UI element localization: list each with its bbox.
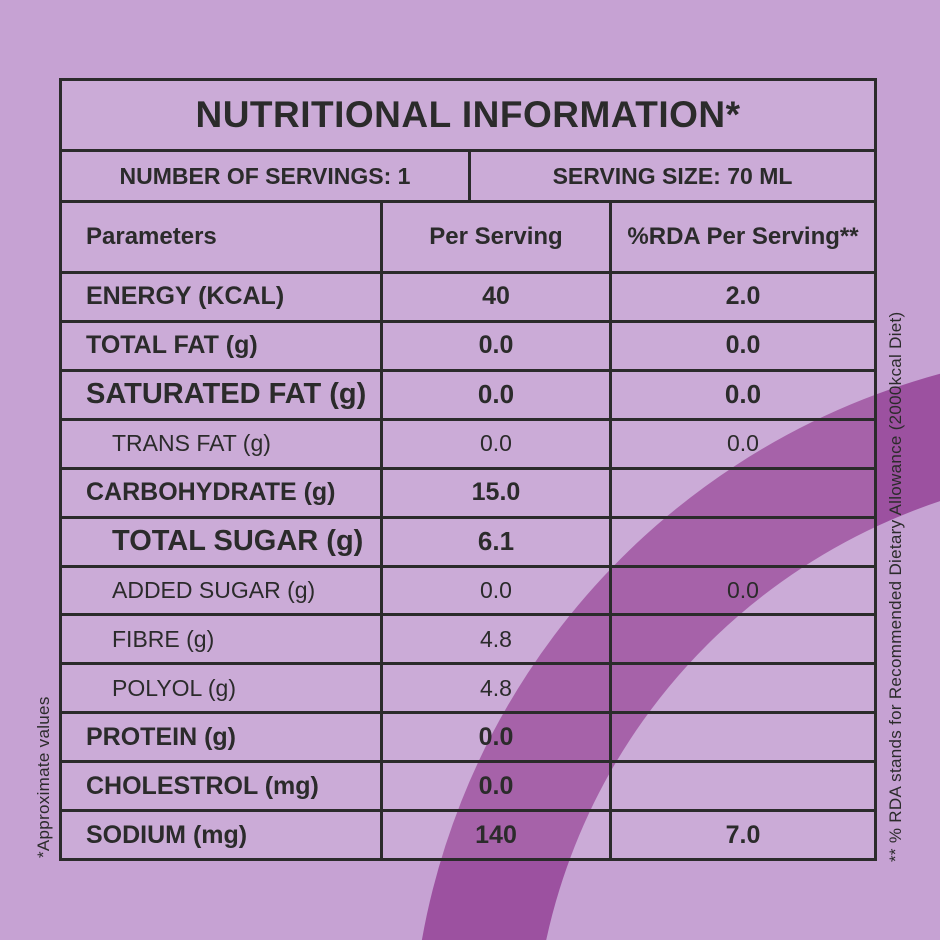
per-serving-cell: 6.1 (383, 518, 612, 565)
per-serving-cell: 0.0 (383, 763, 612, 810)
table-row-sodium: SODIUM (mg) 140 7.0 (62, 812, 874, 859)
column-header-per-serving: Per Serving (383, 203, 612, 271)
parameter-cell: ENERGY (KCAL) (62, 274, 383, 320)
per-serving-cell: 140 (383, 812, 612, 859)
per-serving-cell: 4.8 (383, 665, 612, 712)
table-row-trans-fat: TRANS FAT (g) 0.0 0.0 (62, 420, 874, 470)
parameter-cell: CHOLESTROL (mg) (62, 763, 383, 810)
serving-size: SERVING SIZE: 70 ML (552, 162, 793, 189)
rda-cell (612, 714, 874, 760)
rda-cell: 2.0 (725, 282, 761, 311)
table-row-polyol: POLYOL (g) 4.8 (62, 665, 874, 715)
per-serving-cell: 0.0 (383, 420, 612, 467)
parameter-cell: TOTAL FAT (g) (62, 322, 383, 369)
rda-cell (612, 763, 874, 809)
parameter-cell: PROTEIN (g) (62, 714, 383, 761)
parameter-cell: FIBRE (g) (62, 616, 383, 663)
rda-cell (612, 616, 874, 662)
number-of-servings: NUMBER OF SERVINGS: 1 (62, 152, 471, 200)
table-row-cholestrol: CHOLESTROL (mg) 0.0 (62, 763, 874, 813)
column-header-row: Parameters Per Serving %RDA Per Serving*… (62, 203, 874, 274)
table-row-energy: ENERGY (KCAL) 40 2.0 (62, 274, 874, 323)
table-row-fibre: FIBRE (g) 4.8 (62, 616, 874, 666)
parameter-cell: TOTAL SUGAR (g) (62, 518, 383, 565)
table-row-added-sugar: ADDED SUGAR (g) 0.0 0.0 (62, 567, 874, 617)
rda-cell (612, 470, 874, 516)
parameter-cell: ADDED SUGAR (g) (62, 567, 383, 614)
nutrition-table: NUTRITIONAL INFORMATION* NUMBER OF SERVI… (59, 78, 877, 861)
per-serving-cell: 0.0 (383, 371, 612, 418)
parameter-cell: POLYOL (g) (62, 665, 383, 712)
footnote-rda-definition: ** % RDA stands for Recommended Dietary … (886, 311, 905, 862)
servings-row: NUMBER OF SERVINGS: 1 SERVING SIZE: 70 M… (62, 152, 874, 203)
per-serving-cell: 0.0 (383, 322, 612, 369)
rda-cell (612, 519, 874, 565)
parameter-cell: TRANS FAT (g) (62, 420, 383, 467)
rda-cell (612, 665, 874, 711)
column-header-parameters: Parameters (62, 203, 383, 271)
parameter-cell: SATURATED FAT (g) (62, 371, 383, 418)
table-row-total-sugar: TOTAL SUGAR (g) 6.1 (62, 518, 874, 568)
table-row-protein: PROTEIN (g) 0.0 (62, 714, 874, 764)
rda-cell: 0.0 (727, 576, 759, 603)
per-serving-cell: 0.0 (383, 714, 612, 761)
rda-cell: 0.0 (724, 379, 762, 410)
per-serving-cell: 0.0 (383, 567, 612, 614)
table-row-carbohydrate: CARBOHYDRATE (g) 15.0 (62, 469, 874, 519)
per-serving-cell: 40 (383, 274, 612, 320)
parameter-cell: SODIUM (mg) (62, 812, 383, 859)
per-serving-cell: 4.8 (383, 616, 612, 663)
rda-cell: 0.0 (727, 430, 759, 457)
table-title: NUTRITIONAL INFORMATION* (62, 81, 874, 152)
parameter-cell: CARBOHYDRATE (g) (62, 469, 383, 516)
footnote-approximate-values: *Approximate values (34, 696, 53, 858)
table-row-saturated-fat: SATURATED FAT (g) 0.0 0.0 (62, 371, 874, 421)
rda-cell: 7.0 (725, 820, 761, 849)
table-row-total-fat: TOTAL FAT (g) 0.0 0.0 (62, 322, 874, 372)
column-header-rda-per-serving: %RDA Per Serving** (627, 223, 859, 250)
per-serving-cell: 15.0 (383, 469, 612, 516)
rda-cell: 0.0 (725, 331, 761, 360)
